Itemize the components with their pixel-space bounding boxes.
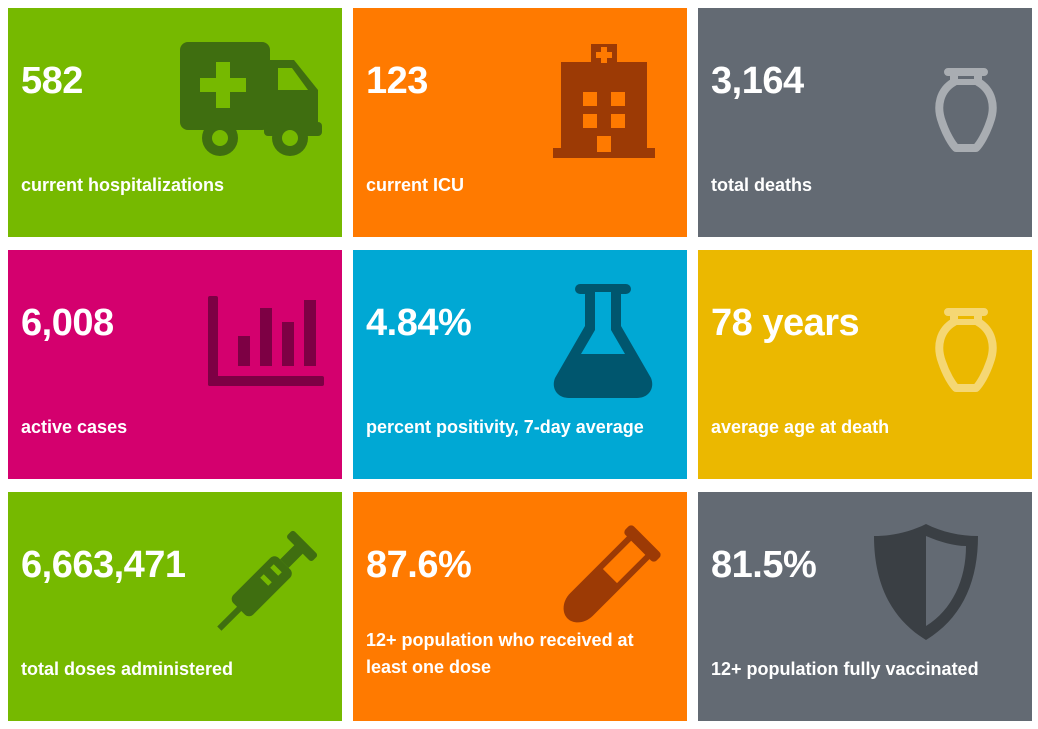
tile-value: 6,663,471: [21, 544, 186, 586]
urn-icon: [934, 66, 998, 154]
tile-value: 3,164: [711, 60, 804, 102]
tile-value: 6,008: [21, 302, 114, 344]
tile-label: active cases: [21, 417, 128, 437]
tile-positivity: 4.84% percent positivity, 7-day average: [353, 250, 687, 479]
tile-label: total doses administered: [21, 659, 234, 679]
syringe-icon: [204, 524, 328, 640]
tile-icu: 123 current ICU: [353, 8, 687, 237]
ambulance-icon: [178, 40, 324, 158]
tile-label: percent positivity, 7-day average: [366, 417, 644, 437]
bar-chart-icon: [208, 296, 326, 388]
test-tube-icon: [549, 522, 661, 640]
tile-label: average age at death: [711, 417, 890, 437]
tile-label: current hospitalizations: [21, 175, 225, 195]
tile-label: total deaths: [711, 175, 813, 195]
flask-icon: [551, 282, 655, 400]
tile-value: 4.84%: [366, 302, 472, 344]
urn-icon: [934, 306, 998, 394]
tile-hospitalizations: 582 current hospitalizations: [8, 8, 342, 237]
tile-value: 582: [21, 60, 83, 102]
hospital-icon: [553, 42, 655, 158]
tile-value: 78 years: [711, 302, 860, 344]
tile-label: current ICU: [366, 175, 465, 195]
tile-value: 87.6%: [366, 544, 472, 586]
tile-doses: 6,663,471 total doses administered: [8, 492, 342, 721]
tile-fully-vaccinated: 81.5% 12+ population fully vaccinated: [698, 492, 1032, 721]
tile-one-dose: 87.6% 12+ population who received at lea…: [353, 492, 687, 721]
tile-active-cases: 6,008 active cases: [8, 250, 342, 479]
shield-icon: [870, 522, 982, 642]
tile-value: 123: [366, 60, 428, 102]
tile-value: 81.5%: [711, 544, 817, 586]
tile-deaths: 3,164 total deaths: [698, 8, 1032, 237]
tile-avg-age: 78 years average age at death: [698, 250, 1032, 479]
tile-label: 12+ population fully vaccinated: [711, 659, 979, 679]
tile-label: 12+ population who received at least one…: [366, 630, 634, 677]
